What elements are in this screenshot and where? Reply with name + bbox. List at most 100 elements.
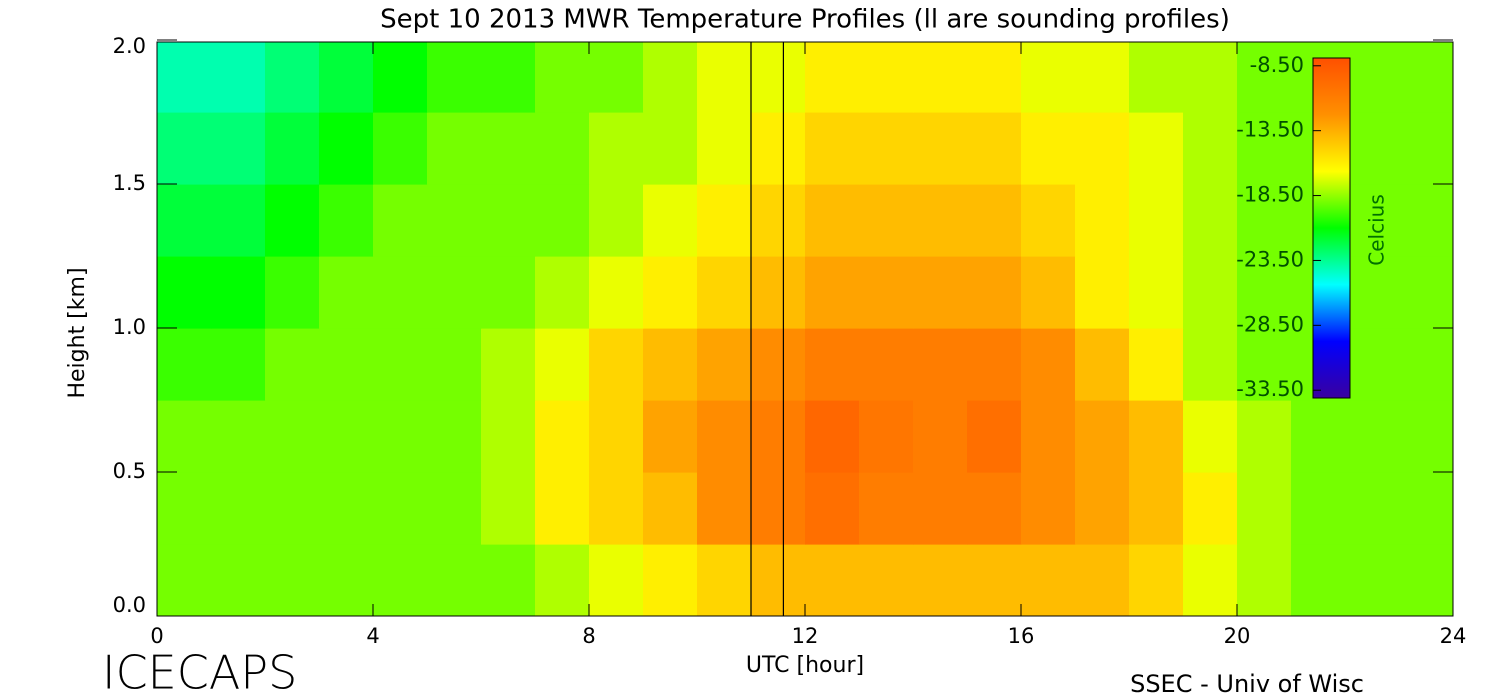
heat-cell	[913, 544, 968, 616]
heat-cell	[1021, 184, 1076, 257]
heat-cell	[1021, 400, 1076, 473]
heat-cell	[157, 256, 212, 329]
heat-cell	[751, 42, 806, 113]
heat-cell	[535, 112, 590, 185]
heat-cell	[373, 328, 428, 401]
heat-cell	[1183, 400, 1238, 473]
x-tick-label: 12	[792, 624, 819, 648]
heat-cell	[157, 184, 212, 257]
heat-cell	[1075, 112, 1130, 185]
heat-cell	[805, 472, 860, 545]
heat-cell	[319, 112, 374, 185]
y-axis-label: Height [km]	[65, 267, 90, 398]
heat-cell	[373, 42, 428, 113]
heat-cell	[697, 256, 752, 329]
heat-cell	[427, 184, 482, 257]
heat-cell	[319, 42, 374, 113]
heat-cell	[1345, 42, 1400, 113]
heat-cell	[913, 400, 968, 473]
heat-cell	[1237, 256, 1292, 329]
heat-cell	[1021, 328, 1076, 401]
colorbar-tick-label: -18.50	[1236, 183, 1304, 207]
heat-cell	[1291, 400, 1346, 473]
heat-cell	[481, 472, 536, 545]
heat-cell	[1291, 472, 1346, 545]
heat-cell	[535, 472, 590, 545]
heat-cell	[481, 328, 536, 401]
heat-cell	[481, 544, 536, 616]
heat-cell	[1129, 400, 1184, 473]
y-tick-label: 1.0	[113, 315, 146, 339]
heat-cell	[319, 328, 374, 401]
heat-cell	[913, 184, 968, 257]
heat-cell	[805, 256, 860, 329]
heat-cell	[373, 400, 428, 473]
heat-cell	[1399, 400, 1453, 473]
heat-cell	[1129, 42, 1184, 113]
heat-cell	[643, 184, 698, 257]
heat-cell	[481, 184, 536, 257]
heat-cell	[373, 256, 428, 329]
heat-cell	[1021, 112, 1076, 185]
heat-cell	[859, 42, 914, 113]
heat-cell	[859, 112, 914, 185]
heat-cell	[697, 42, 752, 113]
footer-right: SSEC - Univ of Wisc	[1130, 670, 1364, 698]
heat-cell	[427, 544, 482, 616]
heat-cell	[427, 112, 482, 185]
heat-cell	[535, 256, 590, 329]
heat-cell	[265, 256, 320, 329]
heat-cell	[1075, 42, 1130, 113]
heat-cell	[427, 400, 482, 473]
heat-cell	[751, 544, 806, 616]
heat-cell	[535, 544, 590, 616]
heat-cell	[913, 112, 968, 185]
x-tick-label: 8	[582, 624, 595, 648]
x-tick-label: 4	[366, 624, 379, 648]
heat-cell	[535, 328, 590, 401]
heat-cell	[643, 256, 698, 329]
heat-cell	[1345, 544, 1400, 616]
heat-cell	[967, 42, 1022, 113]
heat-cell	[1399, 256, 1453, 329]
heat-cell	[1399, 472, 1453, 545]
heat-cell	[967, 544, 1022, 616]
heat-cell	[265, 42, 320, 113]
heat-cell	[805, 544, 860, 616]
heat-cell	[427, 42, 482, 113]
heat-cell	[1399, 112, 1453, 185]
heat-cell	[1183, 112, 1238, 185]
y-tick-label: 1.5	[113, 171, 146, 195]
heat-cell	[319, 472, 374, 545]
heat-cell	[967, 184, 1022, 257]
heat-cell	[157, 472, 212, 545]
heat-cell	[1237, 42, 1292, 113]
heat-cell	[913, 472, 968, 545]
heat-cell	[1345, 112, 1400, 185]
heat-cell	[211, 184, 266, 257]
heat-cell	[589, 256, 644, 329]
heat-cell	[535, 400, 590, 473]
heat-cell	[859, 184, 914, 257]
heat-cell	[1183, 328, 1238, 401]
heat-cell	[1075, 184, 1130, 257]
heat-cell	[589, 328, 644, 401]
heat-cell	[859, 544, 914, 616]
heat-cell	[1129, 112, 1184, 185]
x-tick-label: 0	[150, 624, 163, 648]
colorbar-tick-label: -33.50	[1236, 377, 1304, 401]
heat-cell	[805, 42, 860, 113]
heat-cell	[1075, 472, 1130, 545]
heat-cell	[1183, 544, 1238, 616]
heat-cell	[265, 112, 320, 185]
heat-cell	[211, 328, 266, 401]
heat-cell	[913, 328, 968, 401]
heat-cell	[859, 472, 914, 545]
heat-cell	[1183, 42, 1238, 113]
heat-cell	[1021, 544, 1076, 616]
heat-cell	[1237, 184, 1292, 257]
heat-cell	[481, 112, 536, 185]
heat-cell	[265, 328, 320, 401]
y-tick-label: 0.5	[113, 459, 146, 483]
heat-cell	[697, 328, 752, 401]
